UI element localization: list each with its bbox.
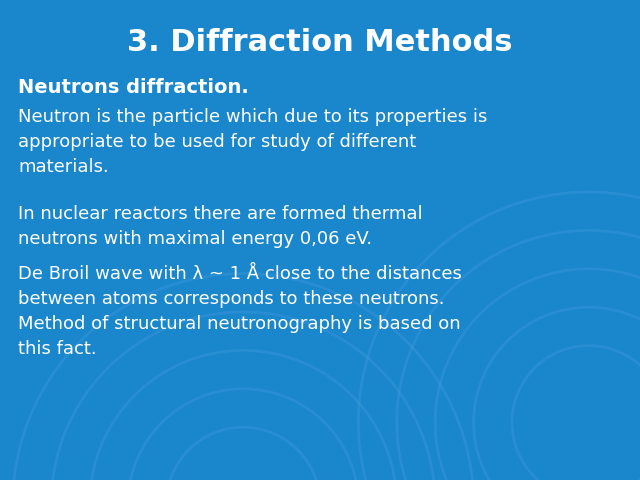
Text: 3. Diffraction Methods: 3. Diffraction Methods — [127, 28, 513, 57]
Text: In nuclear reactors there are formed thermal
neutrons with maximal energy 0,06 e: In nuclear reactors there are formed the… — [18, 205, 422, 248]
Text: .: . — [18, 97, 24, 115]
Text: De Broil wave with λ ~ 1 Å close to the distances
between atoms corresponds to t: De Broil wave with λ ~ 1 Å close to the … — [18, 265, 462, 358]
Text: Neutron is the particle which due to its properties is
appropriate to be used fo: Neutron is the particle which due to its… — [18, 108, 488, 176]
Text: Neutrons diffraction.: Neutrons diffraction. — [18, 78, 249, 97]
